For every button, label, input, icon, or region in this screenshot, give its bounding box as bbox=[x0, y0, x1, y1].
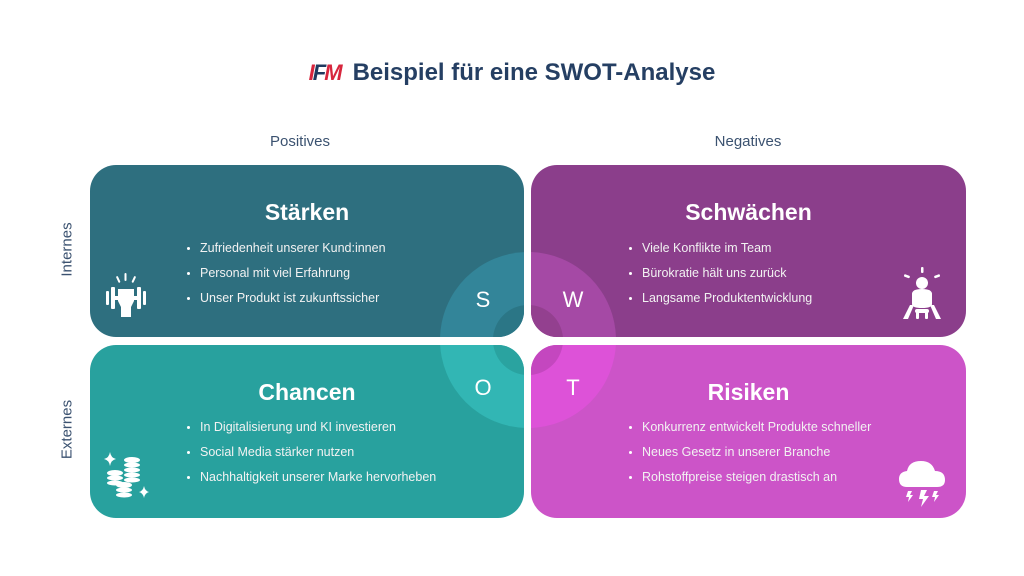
quadrant-title: Chancen bbox=[258, 379, 356, 405]
list-item: Zufriedenheit unserer Kund:innen bbox=[186, 236, 386, 261]
list-item: Personal mit viel Erfahrung bbox=[186, 261, 386, 286]
list-item: Langsame Produktentwicklung bbox=[628, 286, 812, 311]
list-item: Nachhaltigkeit unserer Marke hervorheben bbox=[186, 465, 436, 490]
swot-letter-s: S bbox=[475, 287, 491, 312]
list-item: Unser Produkt ist zukunftssicher bbox=[186, 286, 386, 311]
swot-letter-t: T bbox=[566, 375, 580, 400]
quadrant-title: Stärken bbox=[264, 199, 350, 225]
row-label-externes: Externes bbox=[58, 399, 76, 460]
list-item: Konkurrenz entwickelt Produkte schneller bbox=[628, 415, 871, 440]
page-title: Beispiel für eine SWOT-Analyse bbox=[352, 59, 716, 86]
column-label-positives: Positives bbox=[269, 133, 331, 150]
quadrant-opportunities: Chancen In Digitalisierung und KI invest… bbox=[90, 345, 524, 518]
strengths-list: Zufriedenheit unserer Kund:innen Persona… bbox=[186, 236, 386, 311]
storm-cloud-icon bbox=[899, 461, 945, 507]
column-label-negatives: Negatives bbox=[714, 133, 782, 150]
list-item: Neues Gesetz in unserer Branche bbox=[628, 440, 871, 465]
quadrant-strengths: Stärken Zufriedenheit unserer Kund:innen… bbox=[90, 165, 524, 337]
list-item: Social Media stärker nutzen bbox=[186, 440, 436, 465]
list-item: Rohstoffpreise steigen drastisch an bbox=[628, 465, 871, 490]
list-item: In Digitalisierung und KI investieren bbox=[186, 415, 436, 440]
opportunities-list: In Digitalisierung und KI investieren So… bbox=[186, 415, 436, 490]
row-label-internes: Internes bbox=[58, 222, 76, 277]
swot-letter-o: O bbox=[474, 375, 492, 400]
strength-dumbbell-icon bbox=[106, 273, 146, 317]
threats-list: Konkurrenz entwickelt Produkte schneller… bbox=[628, 415, 871, 490]
quadrant-title: Schwächen bbox=[685, 199, 812, 225]
weaknesses-list: Viele Konflikte im Team Bürokratie hält … bbox=[628, 236, 812, 311]
coins-sparkle-icon bbox=[104, 452, 149, 498]
list-item: Bürokratie hält uns zurück bbox=[628, 261, 812, 286]
quadrant-threats: Risiken Konkurrenz entwickelt Produkte s… bbox=[531, 345, 966, 518]
struggling-person-icon bbox=[903, 267, 941, 319]
quadrant-title: Risiken bbox=[707, 379, 790, 405]
list-item: Viele Konflikte im Team bbox=[628, 236, 812, 261]
swot-letter-w: W bbox=[562, 287, 584, 312]
quadrant-weaknesses: Schwächen Viele Konflikte im Team Bürokr… bbox=[531, 165, 966, 337]
